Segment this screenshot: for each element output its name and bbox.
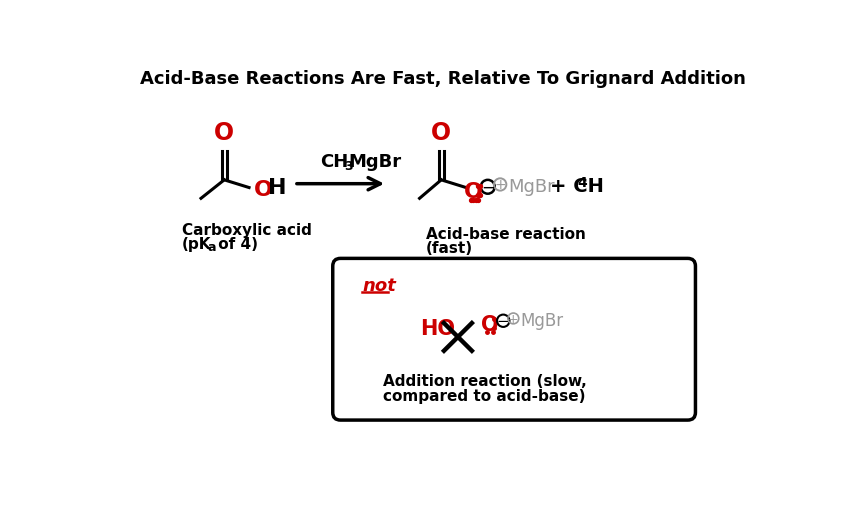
Text: H: H (269, 177, 287, 197)
Text: a: a (207, 241, 216, 254)
Text: CH: CH (321, 153, 348, 171)
Text: HO: HO (420, 318, 454, 338)
Text: −: − (480, 178, 495, 196)
Text: MgBr: MgBr (520, 312, 563, 329)
Text: 4: 4 (577, 176, 587, 190)
Text: O: O (214, 120, 234, 144)
Text: Acid-Base Reactions Are Fast, Relative To Grignard Addition: Acid-Base Reactions Are Fast, Relative T… (140, 70, 746, 88)
Text: (fast): (fast) (426, 240, 473, 256)
Text: O: O (431, 120, 451, 144)
Text: MgBr: MgBr (348, 153, 402, 171)
Text: O: O (464, 181, 483, 201)
Text: −: − (497, 314, 510, 329)
Text: Addition reaction (slow,: Addition reaction (slow, (383, 373, 587, 388)
Text: O: O (481, 314, 499, 334)
Text: (pK: (pK (181, 237, 211, 252)
Text: +: + (508, 312, 518, 325)
Text: 3: 3 (345, 160, 353, 173)
Text: compared to acid-base): compared to acid-base) (383, 388, 586, 403)
Text: Carboxylic acid: Carboxylic acid (181, 223, 312, 238)
Text: + CH: + CH (550, 177, 604, 196)
Text: +: + (494, 178, 506, 192)
FancyBboxPatch shape (333, 259, 696, 420)
Text: of 4): of 4) (213, 237, 257, 252)
Text: not: not (362, 277, 396, 295)
Text: MgBr: MgBr (508, 178, 555, 195)
Text: O: O (254, 180, 273, 199)
Text: Acid-base reaction: Acid-base reaction (426, 227, 586, 242)
